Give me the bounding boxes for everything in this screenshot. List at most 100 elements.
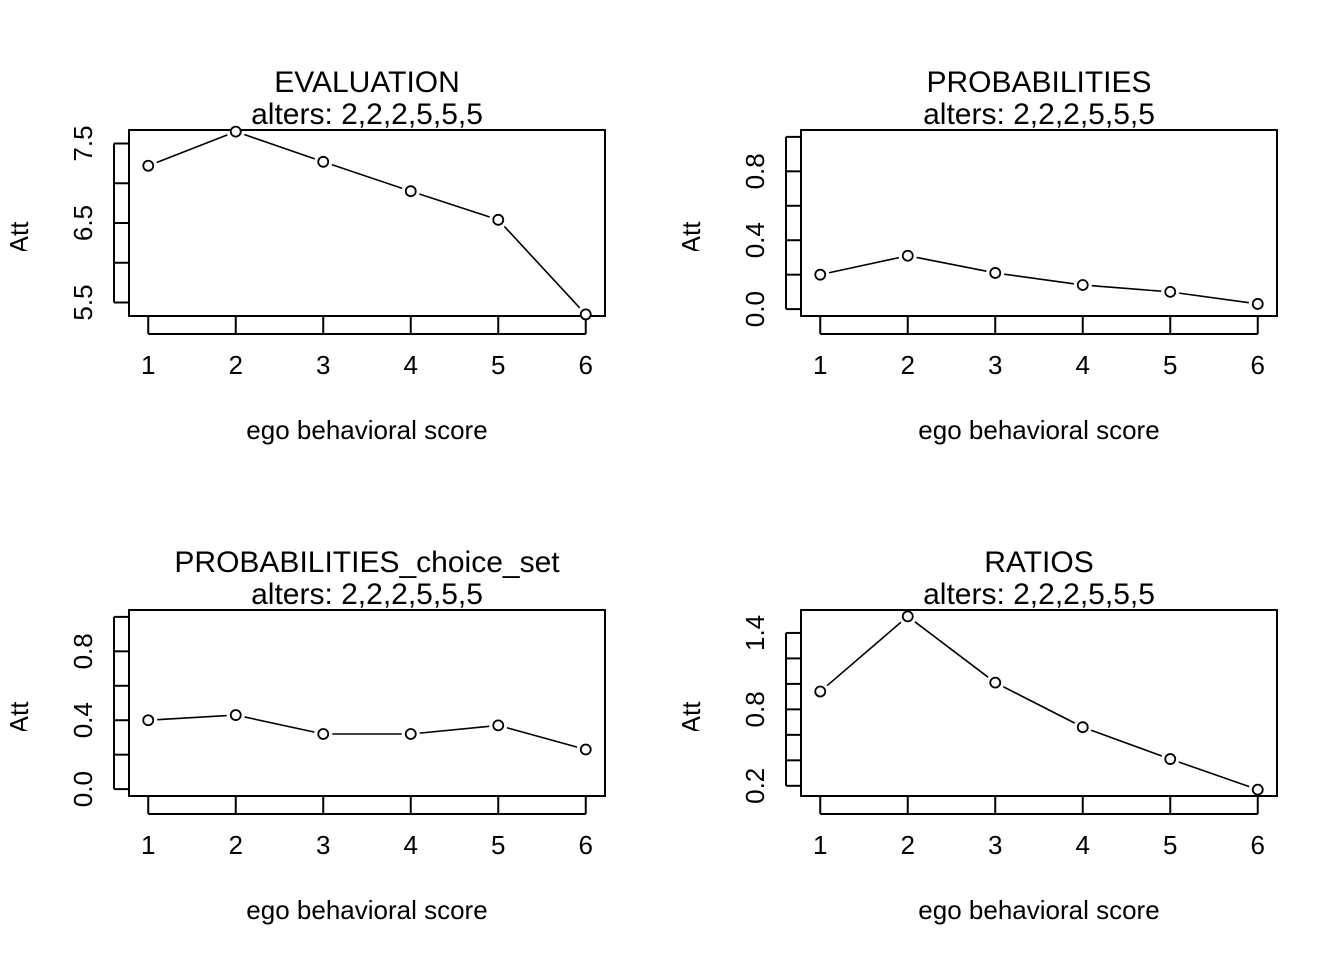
data-point — [901, 249, 914, 262]
series-line-segment — [914, 621, 989, 678]
data-point — [142, 159, 155, 172]
data-point — [1164, 285, 1177, 298]
data-point — [492, 719, 505, 732]
data-point — [1076, 279, 1089, 291]
x-tick-label: 3 — [988, 830, 1002, 860]
x-tick-label: 5 — [491, 350, 505, 380]
chart-title: EVALUATION — [274, 66, 460, 99]
x-tick-label: 2 — [901, 350, 915, 380]
series-line-segment — [157, 714, 227, 721]
y-tick-label: 1.4 — [740, 615, 770, 651]
x-axis-label: ego behavioral score — [246, 895, 487, 925]
data-point — [404, 728, 417, 740]
plot-frame — [128, 609, 606, 797]
data-point — [814, 685, 827, 698]
series-line-segment — [503, 225, 581, 309]
x-tick-label: 4 — [404, 350, 418, 380]
x-tick-label: 1 — [141, 830, 155, 860]
x-tick-label: 1 — [141, 350, 155, 380]
x-tick-label: 5 — [1163, 830, 1177, 860]
y-axis-label: flinear, fquad, favAttHigher, favAttLowe… — [676, 474, 706, 931]
y-tick-label: 0.8 — [68, 633, 98, 669]
x-tick-label: 6 — [1251, 830, 1265, 860]
x-axis-label: ego behavioral score — [246, 415, 487, 445]
data-point — [142, 714, 155, 727]
series-line-segment — [1091, 284, 1162, 292]
series-line-segment — [331, 163, 403, 190]
data-point — [1076, 721, 1089, 734]
series-line-segment — [916, 256, 987, 272]
data-point — [317, 728, 330, 740]
data-point — [229, 125, 242, 138]
y-axis-label: flinear, fquad, favAttHigher, favAttLowe… — [4, 0, 34, 451]
y-tick-label: 0.0 — [68, 771, 98, 807]
y-tick-label: 6.5 — [68, 205, 98, 241]
plot-frame — [800, 129, 1278, 317]
series-line-segment — [826, 621, 902, 687]
series-line-segment — [419, 725, 490, 734]
plot-frame — [800, 609, 1278, 797]
data-point — [1251, 783, 1264, 796]
y-tick-label: 0.0 — [740, 291, 770, 327]
x-tick-label: 6 — [579, 830, 593, 860]
x-tick-label: 2 — [229, 830, 243, 860]
data-point — [814, 268, 827, 281]
x-axis-label: ego behavioral score — [918, 895, 1159, 925]
data-point — [989, 267, 1002, 279]
chart-subtitle: alters: 2,2,2,5,5,5 — [251, 98, 483, 131]
x-tick-label: 6 — [579, 350, 593, 380]
x-tick-label: 1 — [813, 350, 827, 380]
y-tick-label: 7.5 — [68, 125, 98, 161]
series-line-segment — [1090, 729, 1163, 757]
y-tick-label: 0.8 — [740, 153, 770, 189]
series-line-segment — [419, 193, 490, 218]
chart-subtitle: alters: 2,2,2,5,5,5 — [923, 98, 1155, 131]
data-point — [229, 709, 242, 721]
series-line-segment — [506, 727, 578, 748]
chart-subtitle: alters: 2,2,2,5,5,5 — [923, 578, 1155, 611]
x-tick-label: 6 — [1251, 350, 1265, 380]
x-tick-label: 1 — [813, 830, 827, 860]
series-line-segment — [156, 134, 228, 164]
data-point — [901, 610, 914, 623]
data-point — [579, 308, 592, 321]
plot-frame — [128, 129, 606, 317]
chart-title: PROBABILITIES — [926, 66, 1151, 99]
x-axis-label: ego behavioral score — [918, 415, 1159, 445]
series-line-segment — [1004, 273, 1074, 285]
data-point — [989, 676, 1002, 689]
series-line-segment — [828, 256, 900, 274]
x-tick-label: 2 — [901, 830, 915, 860]
series-line-segment — [243, 133, 316, 160]
x-tick-label: 5 — [491, 830, 505, 860]
x-tick-label: 5 — [1163, 350, 1177, 380]
data-point — [579, 743, 592, 756]
y-axis-label: flinear, fquad, favAttHigher, favAttLowe… — [4, 474, 34, 931]
data-point — [492, 213, 505, 226]
y-tick-label: 5.5 — [68, 284, 98, 320]
chart-title: RATIOS — [984, 546, 1093, 579]
y-tick-label: 0.4 — [740, 222, 770, 258]
series-line-segment — [244, 716, 315, 733]
y-tick-label: 0.8 — [740, 691, 770, 727]
y-tick-label: 0.4 — [68, 702, 98, 738]
data-point — [1164, 753, 1177, 765]
x-tick-label: 3 — [988, 350, 1002, 380]
y-tick-label: 0.2 — [740, 768, 770, 804]
data-point — [404, 185, 417, 198]
series-line-segment — [1002, 685, 1076, 724]
chart-subtitle: alters: 2,2,2,5,5,5 — [251, 578, 483, 611]
data-point — [317, 155, 330, 168]
x-tick-label: 2 — [229, 350, 243, 380]
chart-title: PROBABILITIES_choice_set — [174, 546, 560, 579]
data-point — [1251, 298, 1264, 310]
x-tick-label: 4 — [1076, 830, 1090, 860]
series-line-segment — [1179, 292, 1249, 304]
x-tick-label: 4 — [404, 830, 418, 860]
series-line-segment — [1178, 761, 1250, 788]
